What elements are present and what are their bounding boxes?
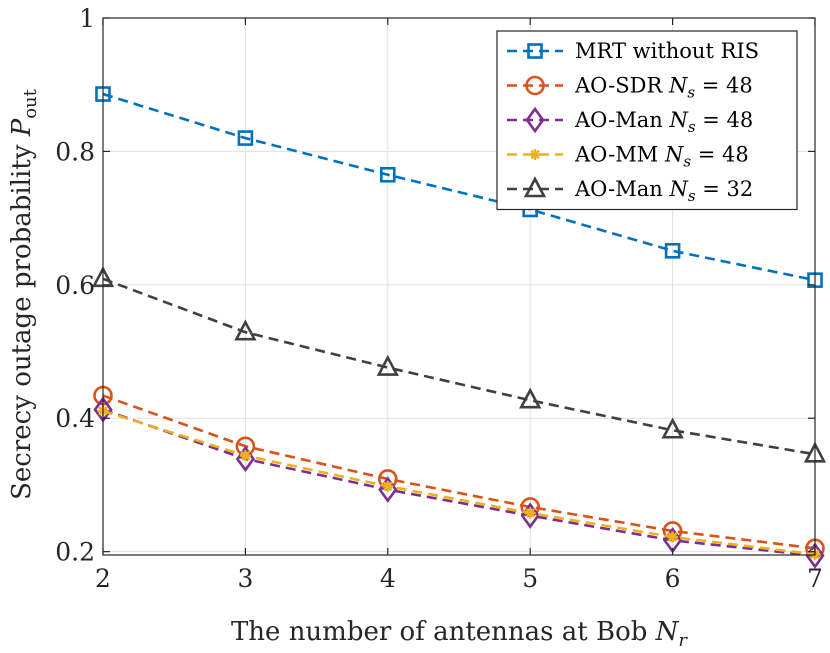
tick-layer: 2 3 4 5 6 7 0.2 0.4 0.6 0.8 1 xyxy=(55,4,823,593)
series-line xyxy=(102,92,816,282)
data-point-marker xyxy=(664,243,681,259)
legend-entry: AO-Man Ns = 48 xyxy=(507,106,753,136)
data-point-marker xyxy=(382,480,394,492)
y-tick-label: 0.2 xyxy=(55,538,95,567)
x-axis-label: The number of antennas at Bob Nr xyxy=(231,617,688,651)
data-point-marker xyxy=(379,166,396,183)
legend-entry: AO-MM Ns = 48 xyxy=(507,143,749,171)
y-axis-label: Secrecy outage probability Pout xyxy=(7,88,41,500)
x-tick-label: 4 xyxy=(380,564,396,593)
x-tick-label: 2 xyxy=(95,564,111,593)
legend-label: AO-MM Ns = 48 xyxy=(574,143,749,171)
legend-label: MRT without RIS xyxy=(575,39,759,63)
legend-label: AO-Man Ns = 32 xyxy=(574,177,753,205)
legend-marker xyxy=(523,176,547,198)
legend-marker xyxy=(525,75,545,96)
series-line xyxy=(102,408,816,557)
data-point-marker xyxy=(519,387,542,409)
x-tick-label: 5 xyxy=(522,564,538,593)
series-line xyxy=(102,277,816,456)
data-point-marker xyxy=(376,354,399,376)
data-point-marker xyxy=(239,450,251,462)
y-tick-label: 0.8 xyxy=(55,137,95,166)
series-circle xyxy=(93,385,825,559)
plot-frame xyxy=(102,17,816,556)
data-point-marker xyxy=(667,531,679,543)
data-point-marker xyxy=(661,417,684,439)
data-point-marker xyxy=(237,130,254,146)
legend: MRT without RIS AO-SDR Ns = 48 AO-Man Ns =… xyxy=(496,30,798,211)
y-tick-label: 0.4 xyxy=(55,404,95,433)
x-tick-label: 7 xyxy=(807,564,823,593)
data-point-marker xyxy=(524,507,536,519)
series-triangle xyxy=(91,266,827,463)
legend-entry: MRT without RIS xyxy=(507,39,759,63)
x-tick-label: 6 xyxy=(665,564,681,593)
legend-marker xyxy=(525,106,545,134)
series-line xyxy=(102,394,816,550)
x-tick-label: 3 xyxy=(237,564,253,593)
legend-entry: AO-SDR Ns = 48 xyxy=(507,74,753,102)
legend-label: AO-SDR Ns = 48 xyxy=(574,74,753,102)
legend-marker xyxy=(529,149,541,160)
series-line xyxy=(102,409,816,556)
legend-label: AO-Man Ns = 48 xyxy=(574,108,753,136)
y-tick-label: 1 xyxy=(79,4,95,33)
legend-entry: AO-Man Ns = 32 xyxy=(507,176,753,205)
legend-marker xyxy=(527,43,543,59)
data-point-marker xyxy=(234,319,257,341)
y-tick-label: 0.6 xyxy=(55,271,95,300)
